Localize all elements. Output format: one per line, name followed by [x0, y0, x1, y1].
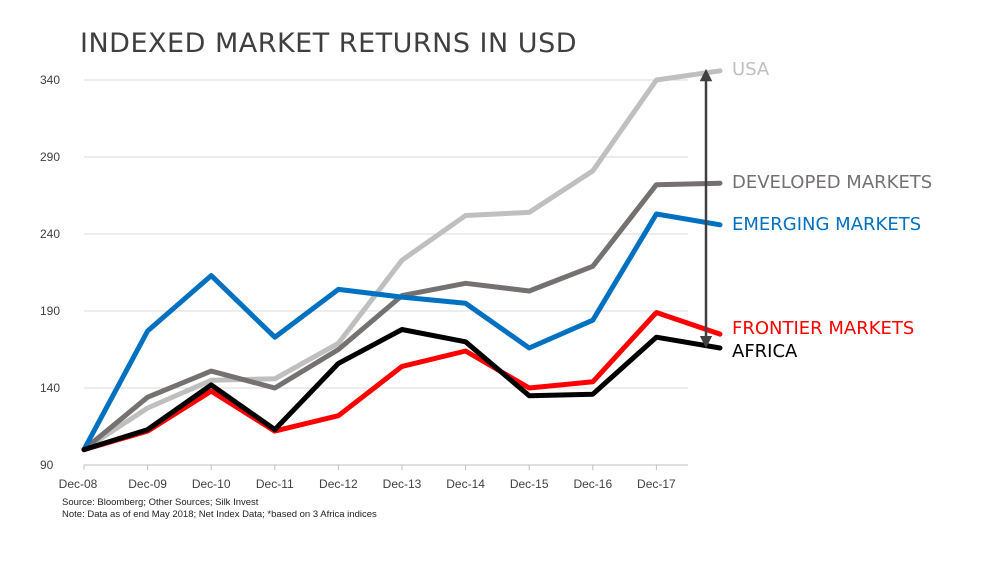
series-label: DEVELOPED MARKETS — [732, 172, 932, 193]
y-tick-label: 90 — [40, 458, 54, 472]
series-label: AFRICA — [732, 341, 798, 362]
axes: 90 140 190 240 290 340 Dec-08 Dec-09 Dec-10 Dec-1… — [40, 73, 688, 491]
x-tick-label: Dec-12 — [319, 477, 358, 491]
x-tick-label: Dec-17 — [637, 477, 676, 491]
y-tick-label: 240 — [40, 227, 60, 241]
data-note: Note: Data as of end May 2018; Net Index… — [62, 509, 377, 520]
x-tick-label: Dec-15 — [510, 477, 549, 491]
chart-title: INDEXED MARKET RETURNS IN USD — [80, 28, 577, 59]
series-lines — [81, 68, 723, 453]
series-line — [81, 211, 723, 453]
grid-lines — [84, 79, 688, 389]
x-tick-label: Dec-10 — [192, 477, 231, 491]
series-label: USA — [732, 59, 770, 80]
series-line — [81, 310, 723, 453]
x-tick-label: Dec-13 — [383, 477, 422, 491]
y-tick-label: 290 — [40, 150, 60, 164]
y-tick-label: 190 — [40, 304, 60, 318]
series-label: FRONTIER MARKETS — [732, 318, 914, 339]
x-tick-label: Dec-09 — [128, 477, 167, 491]
source-note: Source: Bloomberg; Other Sources; Silk I… — [62, 497, 259, 508]
series-label: EMERGING MARKETS — [732, 214, 921, 235]
y-tick-label: 340 — [40, 73, 60, 87]
x-tick-label: Dec-16 — [573, 477, 612, 491]
x-tick-label: Dec-14 — [446, 477, 485, 491]
y-tick-label: 140 — [40, 381, 60, 395]
series-labels: USA DEVELOPED MARKETS EMERGING MARKETS FRON… — [732, 59, 932, 362]
x-tick-label: Dec-08 — [59, 477, 98, 491]
series-line — [81, 327, 723, 453]
series-line — [81, 68, 723, 453]
x-tick-label: Dec-11 — [256, 477, 294, 491]
